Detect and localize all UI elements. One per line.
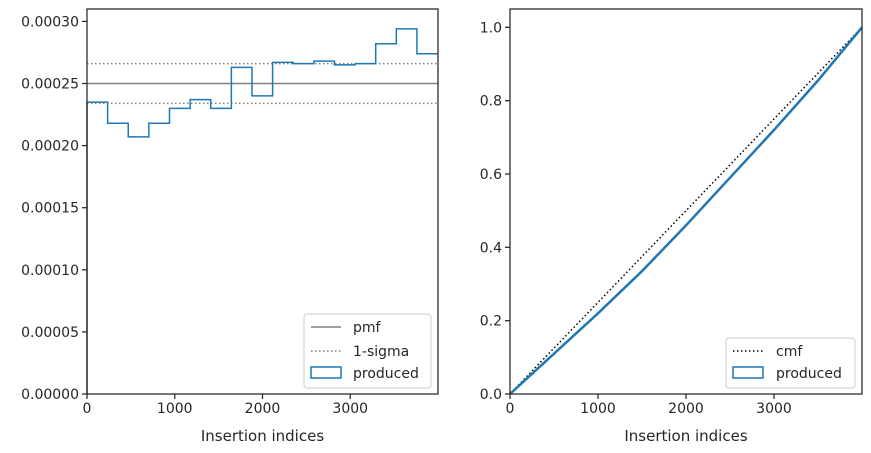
y-tick-label: 0.00025 xyxy=(21,77,79,93)
y-tick-label: 0.4 xyxy=(480,240,502,256)
y-tick-label: 0.00015 xyxy=(21,201,79,217)
x-tick-label: 2000 xyxy=(245,401,281,417)
legend-produced-swatch xyxy=(310,366,342,379)
legend-box xyxy=(303,313,432,389)
y-axis-ticks: 0.00000 0.00005 0.00010 0.00015 0.00020 0.000… xyxy=(21,14,87,403)
x-tick-label: 3000 xyxy=(756,401,792,417)
cumulative-marks xyxy=(509,26,863,395)
x-tick-label: 0 xyxy=(83,401,92,417)
x-tick-label: 1000 xyxy=(157,401,193,417)
plot-frame xyxy=(86,8,439,395)
y-tick-label: 0.00005 xyxy=(21,325,79,341)
y-tick-label: 0.00010 xyxy=(21,263,79,279)
x-axis-title: Insertion indices xyxy=(201,427,324,445)
produced-cumulative-line xyxy=(509,26,863,395)
x-axis-ticks: 0 1000 2000 3000 xyxy=(506,394,792,417)
produced-step-outline xyxy=(86,28,438,394)
legend-label: cmf xyxy=(776,344,803,360)
legend: cmf produced xyxy=(725,337,856,389)
y-tick-label: 1.0 xyxy=(480,20,502,36)
x-tick-label: 0 xyxy=(506,401,515,417)
plot-area xyxy=(510,9,862,394)
x-tick-label: 3000 xyxy=(332,401,368,417)
legend-label: 1-sigma xyxy=(353,344,409,360)
legend-produced-swatch xyxy=(732,366,764,379)
cumulative-panel: 0.0 0.2 0.4 0.6 0.8 1.0 0 1000 2000 3000 Inserti… xyxy=(480,8,863,445)
y-tick-label: 0.0 xyxy=(480,387,502,403)
legend: pmf 1-sigma produced xyxy=(303,313,432,389)
y-axis-ticks: 0.0 0.2 0.4 0.6 0.8 1.0 xyxy=(480,20,510,403)
legend-label: produced xyxy=(353,366,419,382)
x-axis-ticks: 0 1000 2000 3000 xyxy=(83,394,368,417)
x-tick-label: 2000 xyxy=(668,401,704,417)
y-tick-label: 0.6 xyxy=(480,167,502,183)
plot-frame xyxy=(509,8,863,395)
y-tick-label: 0.8 xyxy=(480,94,502,110)
histogram-panel: 0.00000 0.00005 0.00010 0.00015 0.00020 0.000… xyxy=(21,8,439,445)
legend-label: produced xyxy=(776,366,842,382)
y-tick-label: 0.00030 xyxy=(21,14,79,30)
x-tick-label: 1000 xyxy=(580,401,616,417)
cmf-line xyxy=(509,26,863,395)
x-axis-title: Insertion indices xyxy=(624,427,747,445)
y-tick-label: 0.00020 xyxy=(21,139,79,155)
histogram-marks xyxy=(86,28,438,394)
legend-label: pmf xyxy=(353,320,382,336)
y-tick-label: 0.00000 xyxy=(21,387,79,403)
y-tick-label: 0.2 xyxy=(480,314,502,330)
